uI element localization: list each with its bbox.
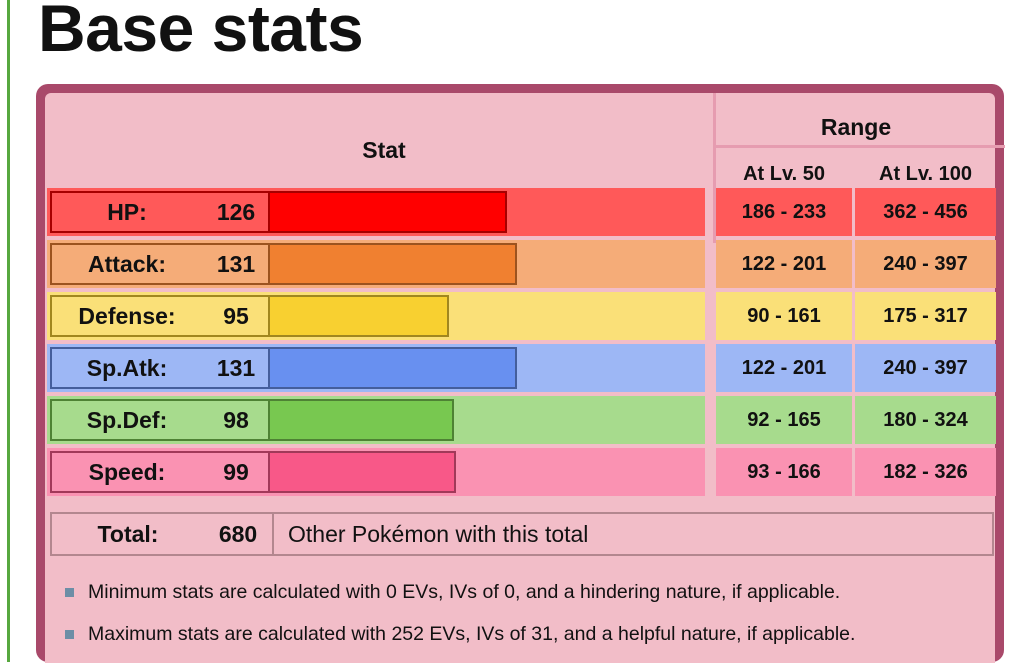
- total-value: 680: [218, 520, 258, 547]
- stat-row: HP: 126 186 - 233 362 - 456: [45, 188, 996, 238]
- bullet-icon: [65, 629, 74, 639]
- stat-name: Attack:: [88, 250, 166, 277]
- base-stats-table: Stat Range At Lv. 50 At Lv. 100 HP: 126 18…: [36, 84, 1005, 663]
- header-lv100: At Lv. 100: [879, 162, 972, 185]
- stat-bar-track: Defense: 95: [47, 292, 705, 340]
- note-max-text: Maximum stats are calculated with 252 EV…: [88, 622, 856, 645]
- stat-label-box: Defense: 95: [50, 295, 270, 337]
- stat-value: 99: [223, 458, 249, 485]
- stat-name: Sp.Atk:: [86, 354, 168, 381]
- range-lv100: 240 - 397: [855, 240, 996, 288]
- page-title: Base stats: [38, 0, 364, 65]
- header-range: Range: [820, 113, 892, 140]
- range-lv50: 186 - 233: [716, 188, 852, 236]
- range-lv50: 90 - 161: [716, 292, 852, 340]
- header-lv50: At Lv. 50: [743, 162, 825, 185]
- stat-row: Sp.Atk: 131 122 - 201 240 - 397: [45, 344, 996, 394]
- stat-label-box: Sp.Def: 98: [50, 399, 270, 441]
- note-max: Maximum stats are calculated with 252 EV…: [65, 613, 995, 655]
- other-pokemon-link[interactable]: Other Pokémon with this total: [288, 520, 589, 547]
- range-lv50: 93 - 166: [716, 448, 852, 496]
- note-min: Minimum stats are calculated with 0 EVs,…: [65, 571, 995, 613]
- stat-bar-fill: [270, 191, 507, 233]
- stat-row: Speed: 99 93 - 166 182 - 326: [45, 448, 996, 498]
- stat-name: Speed:: [88, 458, 166, 485]
- stat-name: Sp.Def:: [86, 406, 168, 433]
- stat-bar-track: Attack: 131: [47, 240, 705, 288]
- stat-name: HP:: [107, 198, 147, 225]
- range-lv100: 175 - 317: [855, 292, 996, 340]
- stat-bar-track: Sp.Def: 98: [47, 396, 705, 444]
- stat-bar-fill: [270, 243, 517, 285]
- stat-bar-fill: [270, 295, 449, 337]
- range-lv50: 122 - 201: [716, 240, 852, 288]
- stat-value: 95: [223, 302, 249, 329]
- stat-value: 98: [223, 406, 249, 433]
- table-inner: Stat Range At Lv. 50 At Lv. 100 HP: 126 18…: [45, 93, 1005, 663]
- stat-bar-fill: [270, 347, 517, 389]
- stat-row: Sp.Def: 98 92 - 165 180 - 324: [45, 396, 996, 446]
- total-row: Total: 680 Other Pokémon with this total: [50, 512, 994, 556]
- stat-label-box: Sp.Atk: 131: [50, 347, 270, 389]
- stat-bar-fill: [270, 451, 456, 493]
- stat-name: Defense:: [78, 302, 176, 329]
- stat-label-box: Attack: 131: [50, 243, 270, 285]
- stat-value: 131: [216, 250, 256, 277]
- range-lv100: 180 - 324: [855, 396, 996, 444]
- range-lv100: 362 - 456: [855, 188, 996, 236]
- range-lv100: 240 - 397: [855, 344, 996, 392]
- header-range-divider: [716, 145, 1005, 148]
- stat-value: 131: [216, 354, 256, 381]
- stat-bar-fill: [270, 399, 454, 441]
- header-divider: [713, 93, 716, 243]
- stat-bar-track: Sp.Atk: 131: [47, 344, 705, 392]
- stat-label-box: Speed: 99: [50, 451, 270, 493]
- stat-label-box: HP: 126: [50, 191, 270, 233]
- stat-bar-track: Speed: 99: [47, 448, 705, 496]
- stat-row: Attack: 131 122 - 201 240 - 397: [45, 240, 996, 290]
- total-divider: [272, 514, 274, 554]
- bullet-icon: [65, 587, 74, 597]
- range-lv100: 182 - 326: [855, 448, 996, 496]
- total-label: Total:: [97, 520, 159, 547]
- stat-bar-track: HP: 126: [47, 188, 705, 236]
- range-lv50: 122 - 201: [716, 344, 852, 392]
- stat-row: Defense: 95 90 - 161 175 - 317: [45, 292, 996, 342]
- stat-value: 126: [216, 198, 256, 225]
- header-stat: Stat: [55, 103, 713, 197]
- note-min-text: Minimum stats are calculated with 0 EVs,…: [88, 580, 841, 603]
- range-lv50: 92 - 165: [716, 396, 852, 444]
- notes-list: Minimum stats are calculated with 0 EVs,…: [65, 571, 995, 655]
- left-accent-rule: [7, 0, 10, 662]
